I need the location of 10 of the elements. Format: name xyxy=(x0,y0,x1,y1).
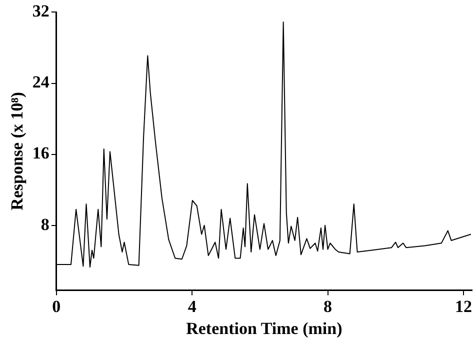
y-tick-label: 32 xyxy=(32,2,50,21)
y-axis-title: Response (x 10⁸) xyxy=(8,92,27,210)
x-tick-label: 4 xyxy=(188,296,197,316)
y-tick-label: 24 xyxy=(32,72,50,92)
x-axis-title: Retention Time (min) xyxy=(186,319,342,338)
x-tick-label: 12 xyxy=(454,296,472,316)
y-tick-label: 8 xyxy=(40,214,50,234)
x-tick-label: 8 xyxy=(324,296,332,316)
y-tick-label: 16 xyxy=(32,144,50,163)
x-tick-label: 0 xyxy=(52,296,61,316)
